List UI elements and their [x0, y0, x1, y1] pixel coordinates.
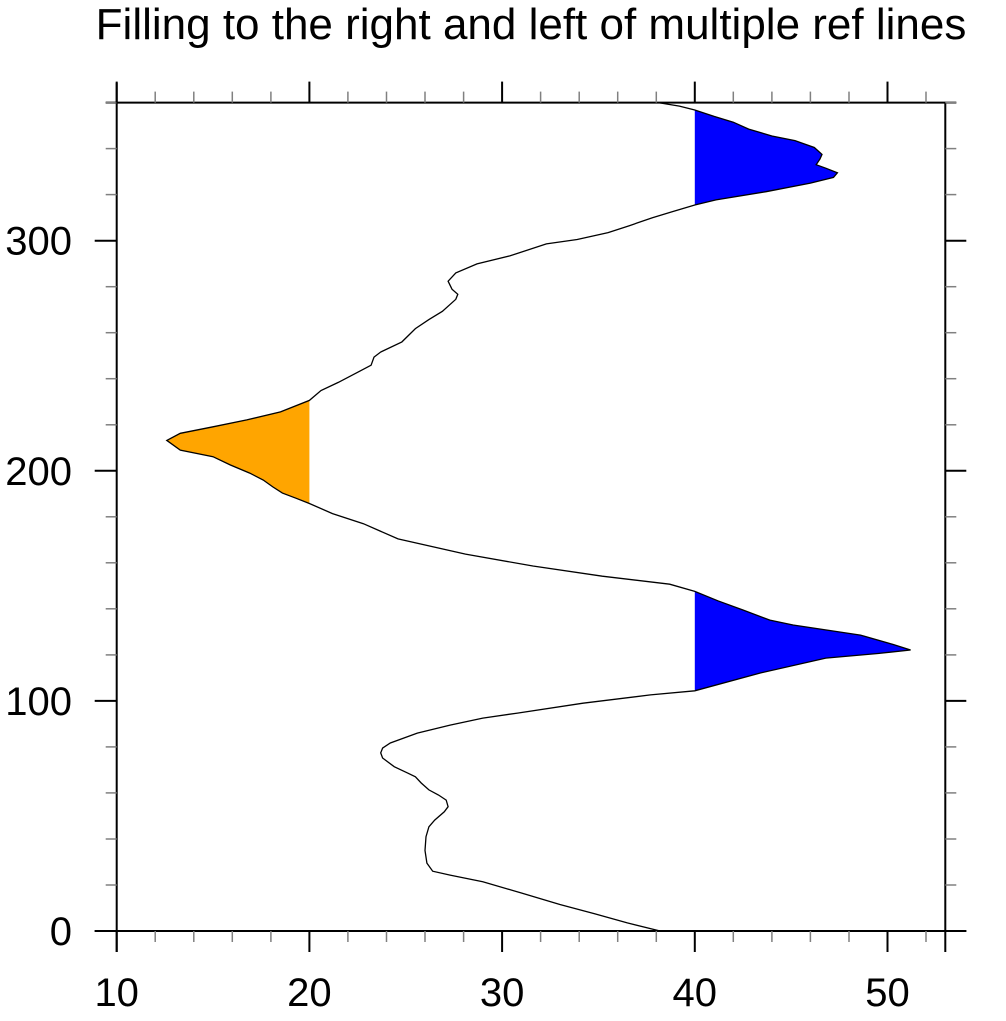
chart-title: Filling to the right and left of multipl… [96, 0, 967, 49]
y-tick-label: 100 [5, 680, 72, 724]
x-tick-label: 10 [94, 971, 139, 1015]
x-tick-label: 20 [287, 971, 332, 1015]
x-axis-tick-labels: 10 20 30 40 50 [94, 971, 909, 1015]
blue-right-fill [694, 591, 911, 691]
profile-curve [165, 101, 911, 932]
x-tick-label: 50 [865, 971, 910, 1015]
y-tick-label: 300 [5, 220, 72, 264]
y-axis-tick-labels: 0 100 200 300 [5, 220, 72, 954]
blue-right-fill [694, 110, 838, 205]
plot-frame [94, 82, 967, 952]
y-tick-label: 200 [5, 450, 72, 494]
x-tick-label: 40 [673, 971, 718, 1015]
y-tick-label: 0 [50, 910, 72, 954]
data-curve [165, 101, 911, 932]
major-ticks [94, 81, 967, 952]
minor-ticks [105, 91, 957, 942]
orange-left-fill [166, 400, 310, 504]
x-tick-label: 30 [480, 971, 525, 1015]
ref-line-fill-regions [166, 110, 911, 691]
